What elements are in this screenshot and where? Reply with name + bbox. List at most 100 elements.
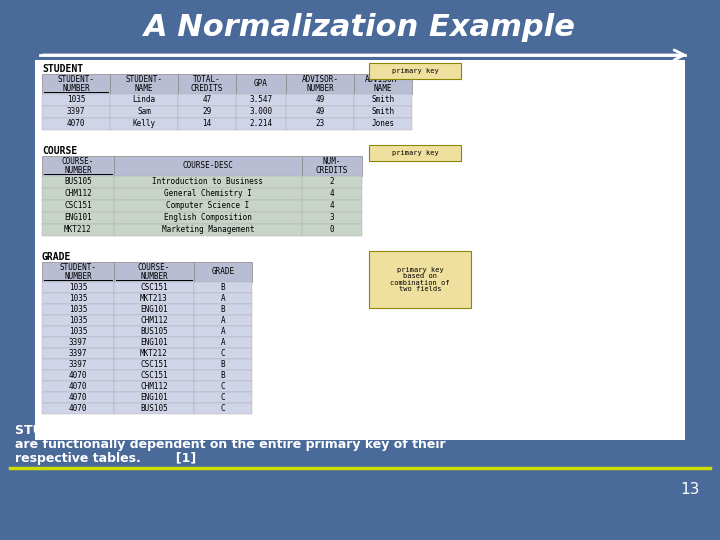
Text: 47: 47 [202,96,212,105]
Bar [114,392,194,403]
Text: 3: 3 [330,213,334,222]
Bar [42,200,114,212]
Text: C: C [221,404,225,413]
Text: Marketing Management: Marketing Management [162,226,254,234]
Bar [110,94,178,106]
Text: ENG101: ENG101 [64,213,92,222]
Text: 4070: 4070 [68,404,87,413]
Text: primary key: primary key [392,68,438,74]
Bar [178,118,236,130]
Bar [114,381,194,392]
Text: Introduction to Business: Introduction to Business [153,178,264,186]
Bar [114,315,194,326]
Bar [354,106,412,118]
Text: 49: 49 [315,96,325,105]
Text: Kelly: Kelly [132,119,156,129]
Text: B: B [221,305,225,314]
Text: ENG101: ENG101 [140,393,168,402]
Text: BUS105: BUS105 [140,327,168,336]
Text: B: B [221,371,225,380]
Bar [194,359,252,370]
Bar [42,315,114,326]
Bar [286,118,354,130]
Text: ADVISOR-
NUMBER: ADVISOR- NUMBER [302,75,338,93]
Text: C: C [221,349,225,358]
Text: CSC151: CSC151 [140,360,168,369]
Bar [178,74,236,94]
Text: respective tables.        [1]: respective tables. [1] [15,452,197,465]
Text: STUDENT-
NAME: STUDENT- NAME [125,75,163,93]
Bar [114,224,302,236]
Bar [194,304,252,315]
Text: primary key: primary key [392,150,438,156]
Bar [114,188,302,200]
Text: Smith: Smith [372,96,395,105]
Text: STUDENT-
NUMBER: STUDENT- NUMBER [60,263,96,281]
Text: 29: 29 [202,107,212,117]
Text: CSC151: CSC151 [140,371,168,380]
Bar [194,370,252,381]
Bar [42,370,114,381]
Bar [42,188,114,200]
Bar [114,304,194,315]
FancyBboxPatch shape [369,63,461,79]
Bar [114,262,194,282]
Bar [354,94,412,106]
Text: 4070: 4070 [68,393,87,402]
Text: CHM112: CHM112 [140,382,168,391]
Text: ADVISOR-
NAME: ADVISOR- NAME [364,75,402,93]
Text: B: B [221,283,225,292]
Text: 4: 4 [330,201,334,211]
Bar [114,176,302,188]
Text: primary key
based on
combination of
two fields: primary key based on combination of two … [390,267,450,292]
Text: CSC151: CSC151 [140,283,168,292]
Text: ENG101: ENG101 [140,338,168,347]
Text: GPA: GPA [254,79,268,89]
Text: General Chemistry I: General Chemistry I [164,190,252,199]
Bar [114,403,194,414]
Text: 1035: 1035 [68,283,87,292]
Bar [42,381,114,392]
Text: 3397: 3397 [68,360,87,369]
Bar [194,348,252,359]
Text: 3397: 3397 [68,349,87,358]
Text: MKT213: MKT213 [140,294,168,303]
Bar [42,304,114,315]
Bar [42,212,114,224]
Text: CSC151: CSC151 [64,201,92,211]
Bar [302,200,362,212]
Text: Jones: Jones [372,119,395,129]
Text: 0: 0 [330,226,334,234]
Bar [42,224,114,236]
Text: English Composition: English Composition [164,213,252,222]
Text: Smith: Smith [372,107,395,117]
Text: NUM-
CREDITS: NUM- CREDITS [316,157,348,175]
Bar [42,403,114,414]
Bar [42,106,110,118]
Text: 3397: 3397 [68,338,87,347]
Bar [42,348,114,359]
Bar [110,74,178,94]
Bar [194,293,252,304]
Text: BUS105: BUS105 [140,404,168,413]
Text: A: A [221,338,225,347]
Bar [114,282,194,293]
Bar [42,74,110,94]
Text: STUDENT-
NUMBER: STUDENT- NUMBER [58,75,94,93]
Bar [42,118,110,130]
Text: 3.000: 3.000 [249,107,273,117]
Text: 3397: 3397 [67,107,85,117]
Text: A: A [221,327,225,336]
Bar [42,337,114,348]
Bar [286,94,354,106]
Text: 13: 13 [680,482,700,497]
Text: 4070: 4070 [67,119,85,129]
Text: STUDENT, COURSE, and GRADE tables in 2NF.  Notice that all fields: STUDENT, COURSE, and GRADE tables in 2NF… [15,424,484,437]
Bar [302,212,362,224]
Bar [42,94,110,106]
Bar [178,94,236,106]
Bar [354,118,412,130]
Text: COURSE: COURSE [42,146,77,156]
Bar [286,106,354,118]
Bar [35,60,685,440]
